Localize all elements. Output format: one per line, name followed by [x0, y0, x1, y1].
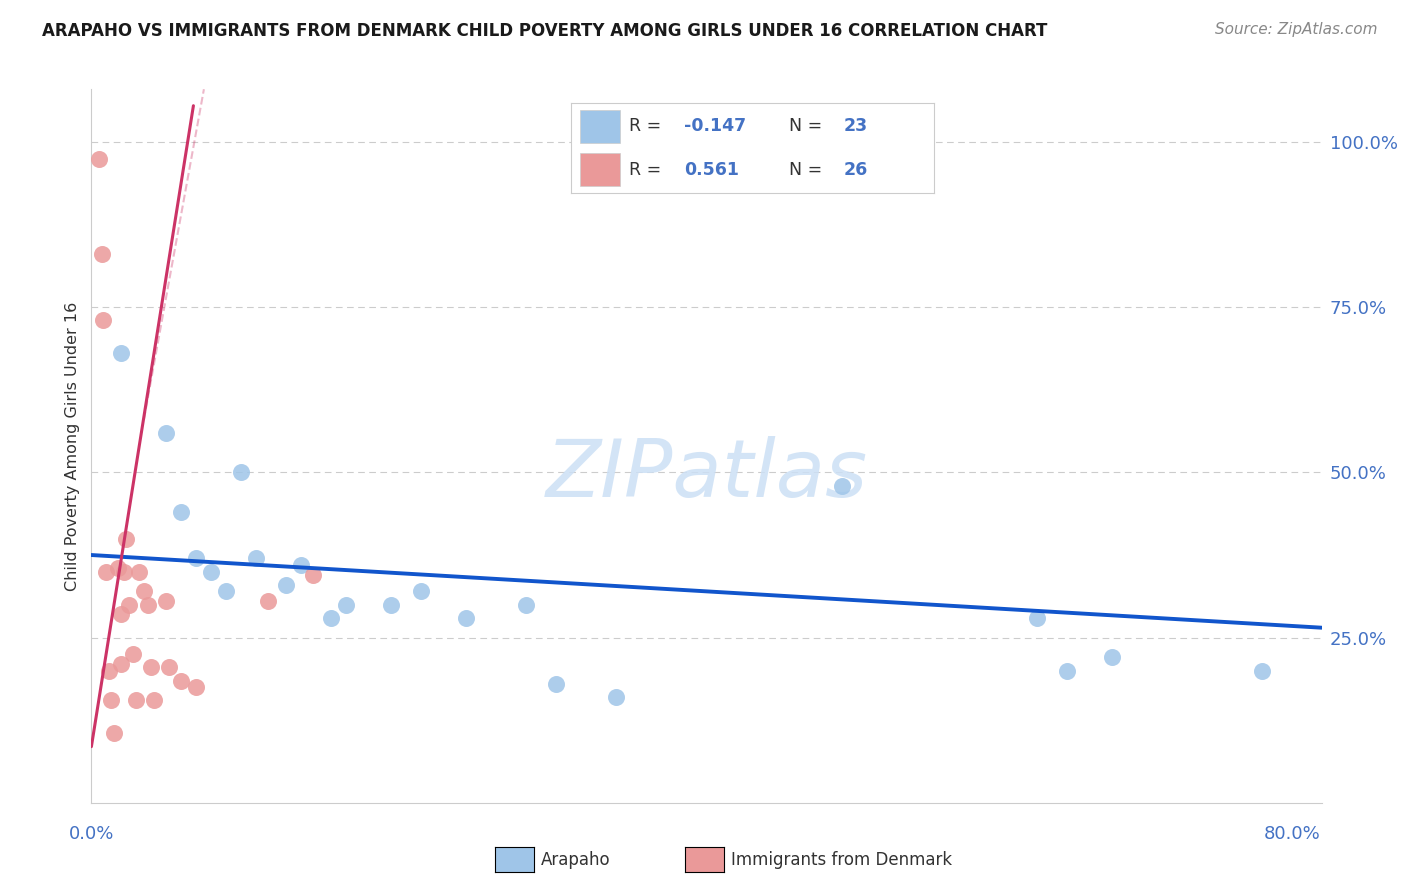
- Text: Arapaho: Arapaho: [541, 851, 612, 869]
- Point: [107, 561, 129, 575]
- Point: [831, 478, 853, 492]
- Point: [335, 598, 357, 612]
- Point: [170, 505, 193, 519]
- Point: [546, 677, 568, 691]
- Point: [276, 578, 298, 592]
- Text: ZIPatlas: ZIPatlas: [546, 435, 868, 514]
- Point: [90, 247, 112, 261]
- Point: [186, 551, 208, 566]
- Text: Immigrants from Denmark: Immigrants from Denmark: [731, 851, 952, 869]
- Point: [1101, 650, 1123, 665]
- Point: [138, 598, 160, 612]
- Point: [200, 565, 222, 579]
- Y-axis label: Child Poverty Among Girls Under 16: Child Poverty Among Girls Under 16: [65, 301, 80, 591]
- Point: [456, 611, 478, 625]
- Point: [186, 680, 208, 694]
- Point: [1025, 611, 1047, 625]
- Point: [96, 565, 118, 579]
- Point: [93, 313, 115, 327]
- Point: [112, 565, 135, 579]
- Point: [605, 690, 627, 704]
- Point: [321, 611, 343, 625]
- Point: [100, 693, 122, 707]
- Point: [257, 594, 280, 608]
- Point: [110, 607, 132, 622]
- Point: [115, 532, 138, 546]
- Point: [98, 664, 121, 678]
- Point: [170, 673, 193, 688]
- Point: [231, 466, 253, 480]
- Point: [245, 551, 267, 566]
- Point: [155, 594, 177, 608]
- Point: [125, 693, 148, 707]
- Point: [515, 598, 537, 612]
- Point: [132, 584, 155, 599]
- Point: [215, 584, 238, 599]
- Text: 0.0%: 0.0%: [69, 825, 114, 843]
- Point: [290, 558, 312, 572]
- Point: [141, 660, 163, 674]
- Point: [155, 425, 177, 440]
- Point: [103, 726, 125, 740]
- Point: [110, 657, 132, 671]
- Point: [380, 598, 402, 612]
- Point: [128, 565, 150, 579]
- Point: [87, 152, 110, 166]
- Point: [110, 346, 132, 360]
- Point: [157, 660, 180, 674]
- Text: 80.0%: 80.0%: [1263, 825, 1320, 843]
- Text: ARAPAHO VS IMMIGRANTS FROM DENMARK CHILD POVERTY AMONG GIRLS UNDER 16 CORRELATIO: ARAPAHO VS IMMIGRANTS FROM DENMARK CHILD…: [42, 22, 1047, 40]
- Point: [1250, 664, 1272, 678]
- Text: Source: ZipAtlas.com: Source: ZipAtlas.com: [1215, 22, 1378, 37]
- Point: [411, 584, 433, 599]
- Point: [302, 567, 325, 582]
- Point: [143, 693, 166, 707]
- Point: [118, 598, 141, 612]
- Point: [122, 647, 145, 661]
- Point: [1056, 664, 1078, 678]
